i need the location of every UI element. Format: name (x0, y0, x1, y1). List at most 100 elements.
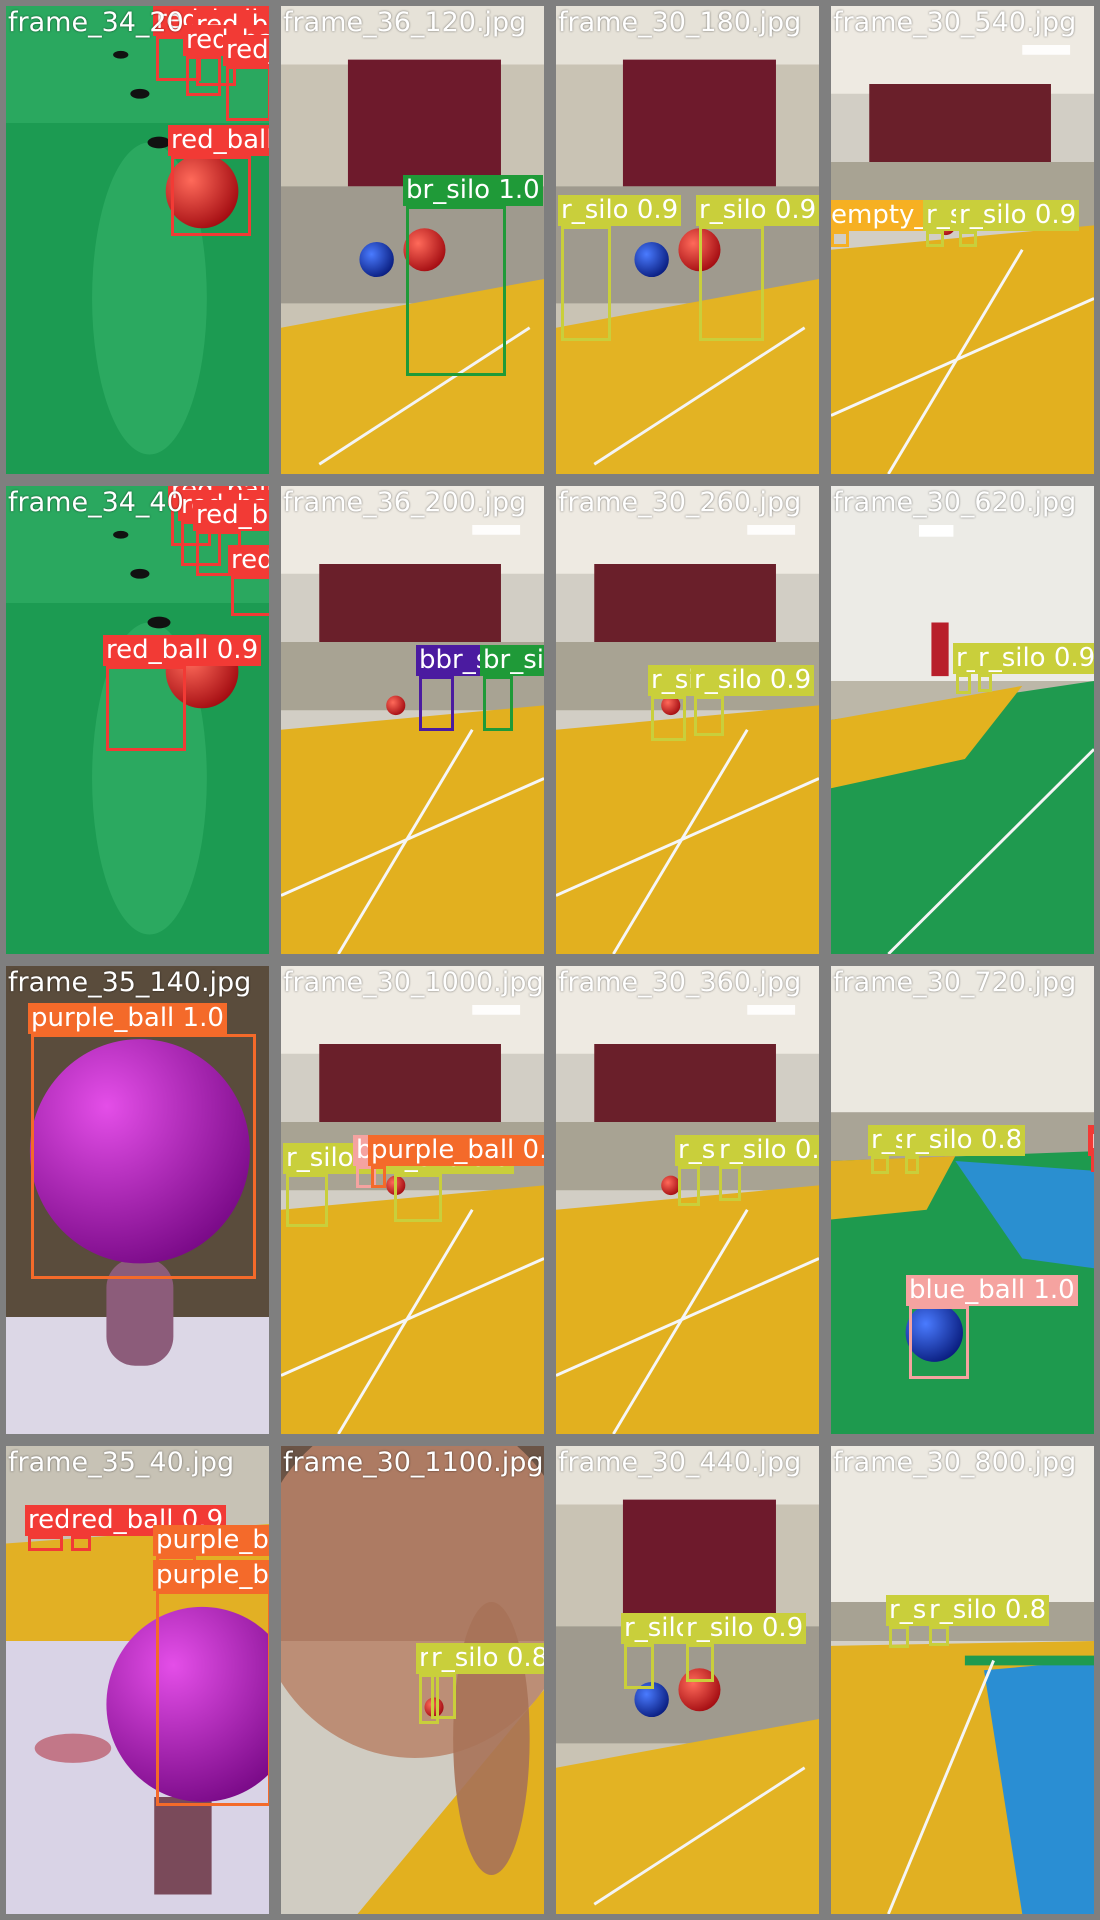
detection-label: r_silo 0.8 (902, 1125, 1026, 1156)
frame-filename: frame_35_40.jpg (8, 1447, 235, 1478)
image-tile: frame_30_440.jpg r_silo 0.8r_silo 0.9 (550, 1440, 825, 1920)
bounding-box (356, 1166, 376, 1188)
bounding-box (624, 1644, 654, 1689)
detection-label: r_silo 0.8 (428, 1643, 544, 1674)
frame-filename: frame_30_720.jpg (833, 967, 1077, 998)
bounding-box (419, 676, 454, 731)
bounding-box (871, 1156, 889, 1174)
photo (281, 1446, 544, 1914)
detection: r_silo 0.8 (902, 1125, 1026, 1174)
detection-label: red_ball 0.9 (103, 635, 262, 666)
photo (831, 966, 1094, 1434)
detection-label: purple_ball 1.0 (28, 1003, 227, 1034)
detection-label: red_ball 1.0 (168, 125, 269, 156)
detection: empty_silo 0.3 (831, 200, 1024, 247)
bounding-box (909, 1306, 969, 1379)
frame-filename: frame_30_1100.jpg (283, 1447, 544, 1478)
bounding-box (686, 1644, 714, 1682)
photo (831, 486, 1094, 954)
detection: r_silo 0.9 (558, 195, 682, 341)
bounding-box (371, 1166, 386, 1188)
detection: purple_ball 0.9 (153, 1560, 269, 1806)
detection: bbr_silo 1.0 (416, 645, 544, 731)
image-tile: frame_36_120.jpg br_silo 1.0 (275, 0, 550, 480)
frame-filename: frame_30_620.jpg (833, 487, 1077, 518)
bounding-box (406, 206, 506, 376)
image-tile: frame_30_620.jpg r_silo 0.8r_silo 0.9 (825, 480, 1100, 960)
bounding-box (978, 674, 992, 692)
detection: r_silo 0.9 (648, 665, 772, 741)
detection: r_silo 0.8 (428, 1643, 544, 1719)
bounding-box (28, 1536, 63, 1551)
image-tile: frame_35_140.jpg purple_ball 1.0 (0, 960, 275, 1440)
bounding-box (286, 1174, 328, 1227)
photo (831, 1446, 1094, 1914)
image-tile: frame_30_720.jpg r_silo 0.8r_silo 0.8 red_… (825, 960, 1100, 1440)
detection: br_silo 0.9 (480, 645, 544, 731)
bounding-box (483, 676, 513, 731)
bounding-box (719, 1166, 741, 1201)
detection-label: br_silo 1.0 (403, 175, 543, 206)
image-tile: frame_30_800.jpg r_silo 0.8r_silo 0.8 (825, 1440, 1100, 1920)
frame-filename: frame_30_1000.jpg (283, 967, 544, 998)
bounding-box (226, 66, 269, 121)
detection-label: purple_ball 0.3 (368, 1135, 544, 1166)
frame-filename: frame_34_20 (8, 7, 184, 38)
detection: r_silo 0.9 (675, 1135, 799, 1206)
image-tile: frame_30_260.jpg r_silo 0.9r_silo 0.9 (550, 480, 825, 960)
bounding-box (905, 1156, 919, 1174)
detection: purple_ball 0.3 (153, 1525, 269, 1571)
bounding-box (171, 156, 251, 236)
detection: r_silo 0.8 (621, 1613, 745, 1689)
bounding-box (561, 226, 611, 341)
bounding-box (678, 1166, 700, 1206)
detection: r_silo 0.9 (696, 195, 819, 341)
bounding-box (699, 226, 764, 341)
photo (556, 486, 819, 954)
detection-label: r_silo 0.9 (691, 665, 815, 696)
detection-label: br_silo 0.9 (480, 645, 544, 676)
detection: r_silo 0.9 (683, 1613, 807, 1682)
bounding-box (231, 576, 269, 616)
detection-label: r_silo 0.9 (975, 643, 1094, 674)
bounding-box (431, 1674, 456, 1719)
detection-label: r_silo 0.9 (716, 1135, 819, 1166)
detection: r_silo 0.9 (956, 200, 1080, 247)
frame-filename: frame_30_540.jpg (833, 7, 1077, 38)
detection: purple_ball 0.3 (368, 1135, 544, 1188)
frame-filename: frame_30_260.jpg (558, 487, 802, 518)
bounding-box (929, 1626, 949, 1646)
detection: r_silo 0.8 (886, 1595, 1010, 1648)
bounding-box (651, 696, 686, 741)
detection: br_silo 1.0 (403, 175, 543, 376)
bounding-box (831, 231, 849, 247)
detection: red_ball 0.9 (223, 35, 269, 121)
detection-label: red_ball (1088, 1125, 1094, 1156)
image-tile: frame_30_540.jpg empty_silo 0.3r_silo 0.9… (825, 0, 1100, 480)
photo (6, 486, 269, 954)
detection: red_ball 1.0 (168, 125, 269, 236)
bounding-box (1091, 1156, 1094, 1172)
detection: red_ball 0.9 (68, 1505, 227, 1551)
frame-filename: frame_35_140.jpg (8, 967, 252, 998)
photo (281, 486, 544, 954)
frame-filename: frame_30_440.jpg (558, 1447, 802, 1478)
detection: r_silo 0.8 (953, 643, 1077, 694)
detection: r_silo 0.9 (716, 1135, 819, 1201)
photo (6, 966, 269, 1434)
bounding-box (694, 696, 724, 736)
detection: red_ball (1088, 1125, 1094, 1172)
frame-filename: frame_30_800.jpg (833, 1447, 1077, 1478)
bounding-box (71, 1536, 91, 1551)
detection-label: red_ball 1.0 (193, 500, 269, 531)
detection: blue_ball 1.0 (906, 1275, 1078, 1379)
detection: r_silo 0.9 (923, 200, 1047, 247)
photo (831, 6, 1094, 474)
detection-label: red_ball 0.9 (223, 35, 269, 66)
image-tile: frame_36_200.jpg bbr_silo 1.0br_silo 0.9 (275, 480, 550, 960)
detection: r_silo 0.8 (926, 1595, 1050, 1646)
